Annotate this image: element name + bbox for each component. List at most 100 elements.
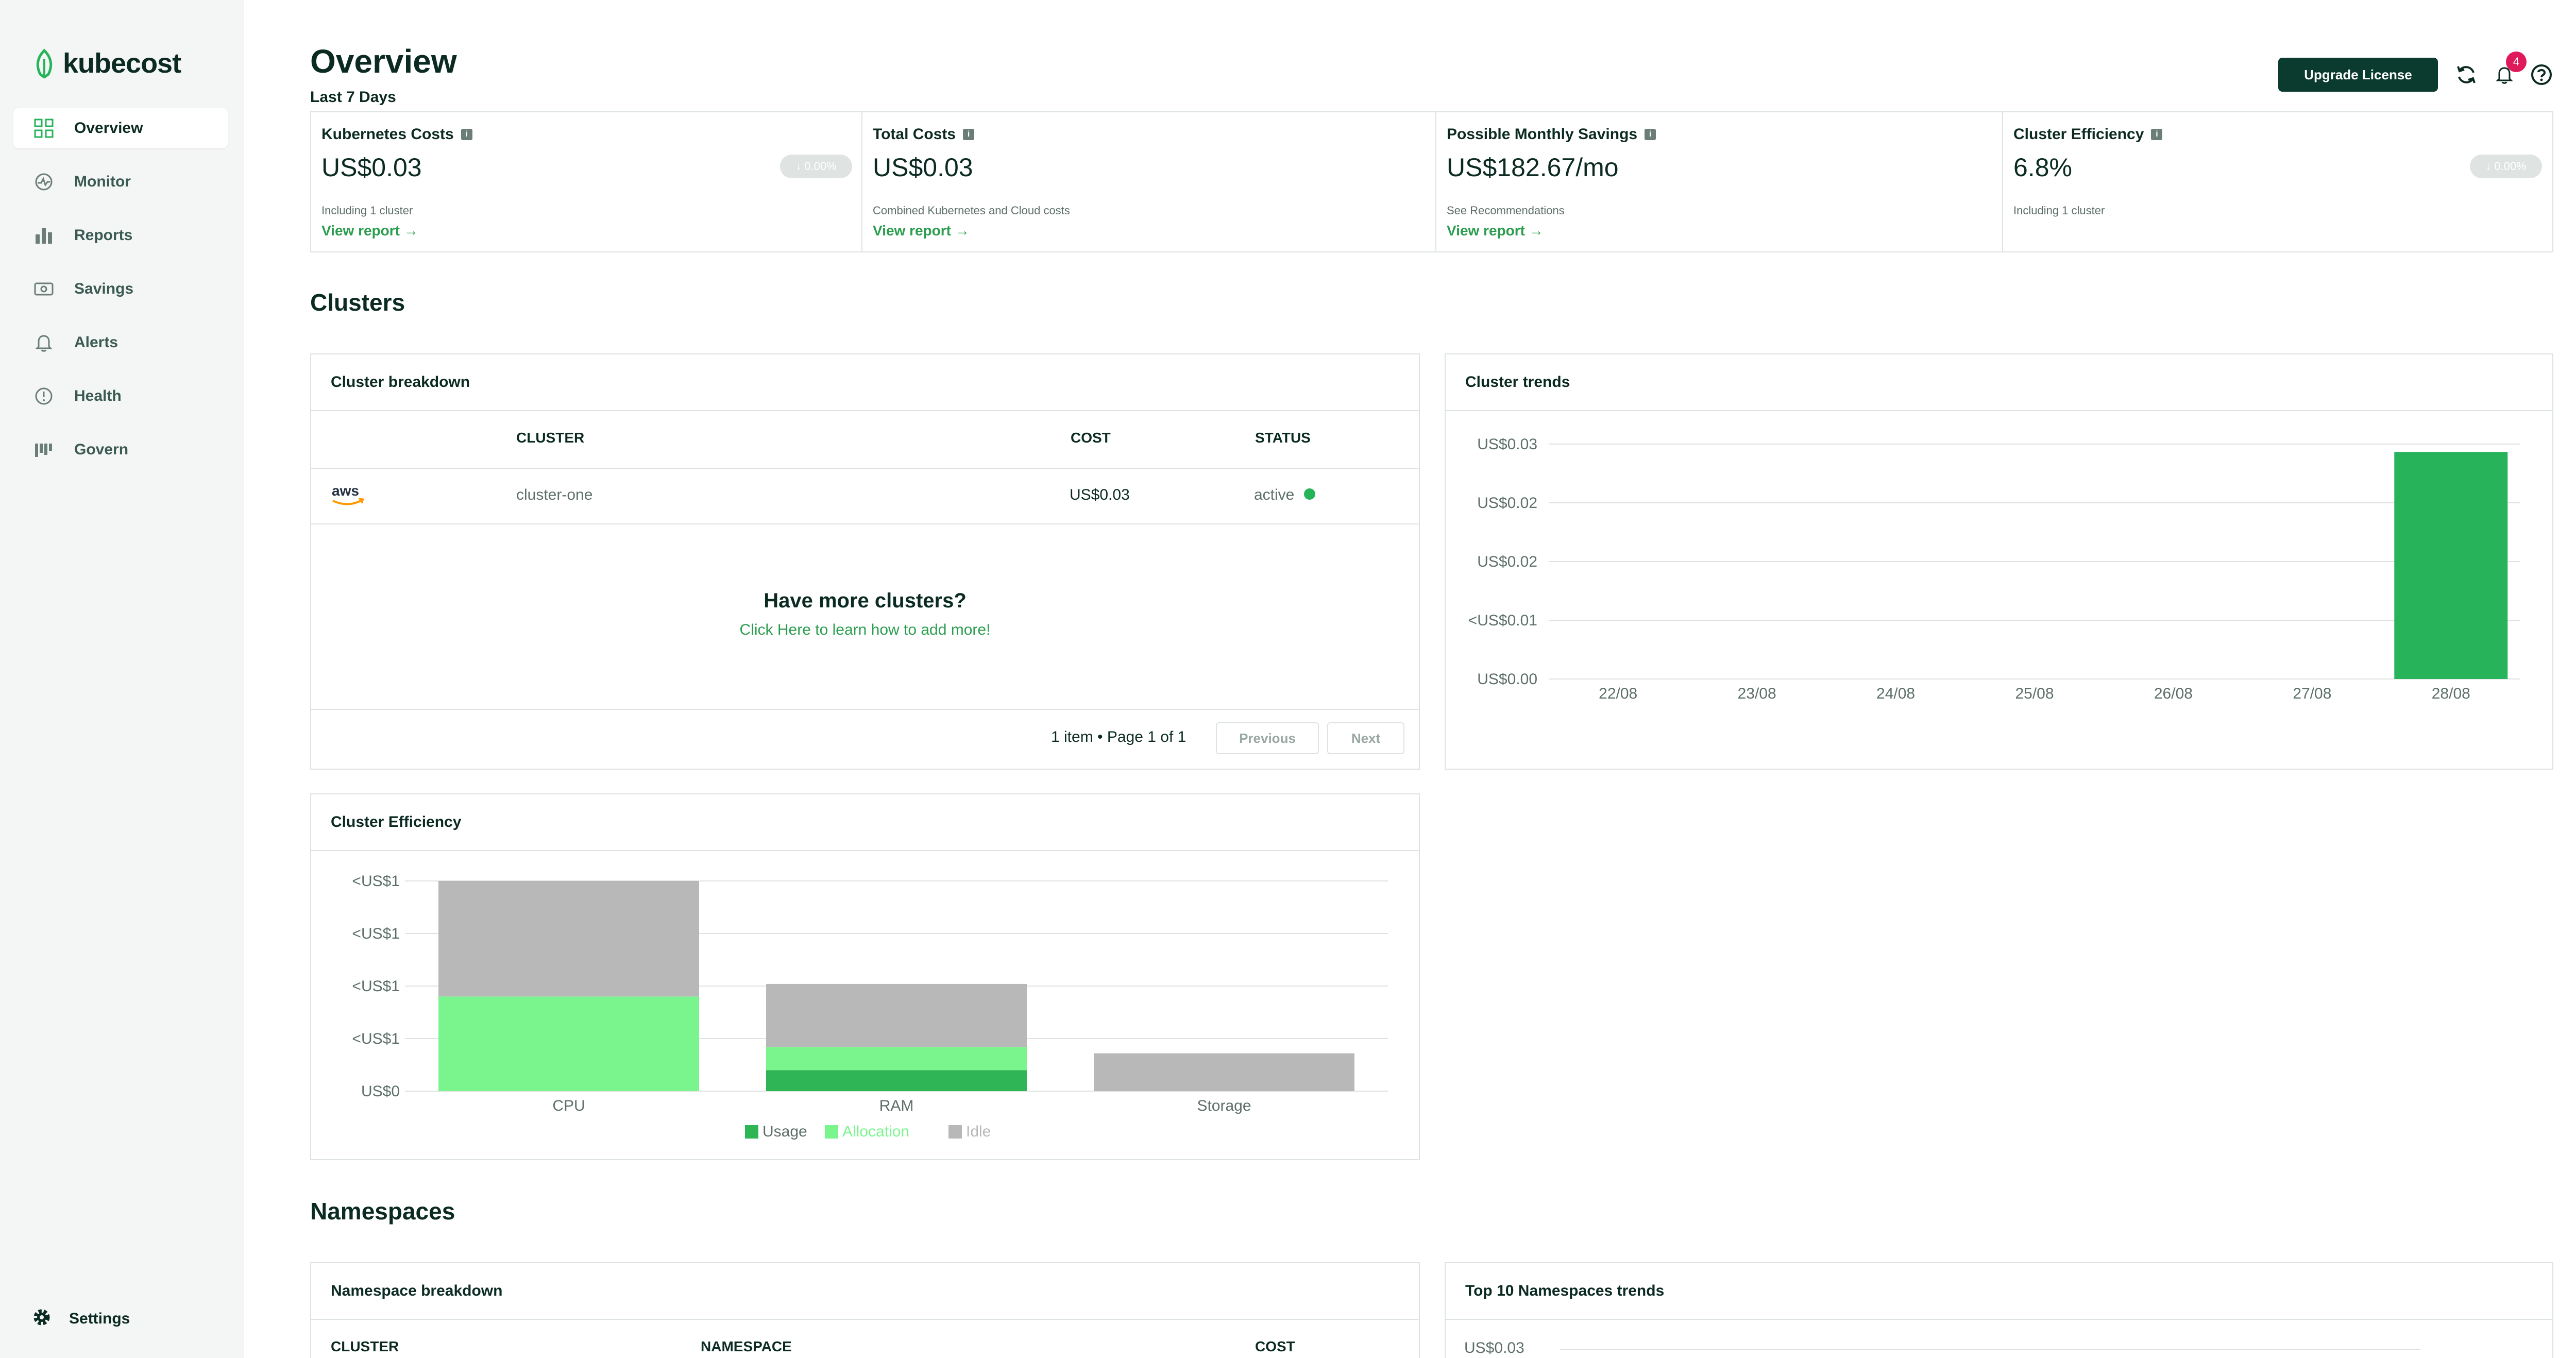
- namespace-trends-panel: Top 10 Namespaces trends US$0.03: [1445, 1262, 2553, 1358]
- view-report-link[interactable]: View report →: [873, 223, 970, 239]
- column-header-cost[interactable]: COST: [1255, 1338, 1295, 1354]
- sidebar-item-label: Monitor: [74, 173, 131, 190]
- monitor-icon: [33, 171, 55, 193]
- y-tick-label: <US$0.01: [1468, 612, 1537, 629]
- kpi-title: Kubernetes Costs: [321, 126, 454, 143]
- x-tick-label: 22/08: [1599, 685, 1637, 702]
- divider: [311, 709, 1419, 710]
- info-icon[interactable]: i: [461, 129, 472, 140]
- info-icon[interactable]: i: [1645, 129, 1656, 140]
- efficiency-bar-allocation: [766, 1047, 1027, 1071]
- refresh-icon[interactable]: [2452, 61, 2480, 89]
- view-report-link[interactable]: View report →: [1447, 223, 1544, 239]
- column-header-status[interactable]: STATUS: [1255, 430, 1311, 446]
- help-icon[interactable]: [2528, 61, 2555, 89]
- y-tick-label: US$0.02: [1477, 495, 1537, 512]
- y-tick-label: US$0.03: [1464, 1339, 1524, 1356]
- column-header-cluster[interactable]: CLUSTER: [331, 1338, 399, 1354]
- y-tick-label: <US$1: [352, 873, 400, 890]
- add-clusters-link[interactable]: Click Here to learn how to add more!: [739, 621, 991, 638]
- previous-page-button[interactable]: Previous: [1216, 722, 1319, 754]
- status-active-dot-icon: [1303, 488, 1315, 500]
- bar-chart-icon: [33, 225, 55, 246]
- y-tick-label: US$0: [361, 1083, 400, 1100]
- trend-bar: [2394, 452, 2508, 679]
- sidebar: kubecost Overview Monitor Reports Saving…: [0, 0, 244, 1358]
- x-tick-label: 25/08: [2015, 685, 2054, 702]
- cluster-status: active: [1254, 486, 1315, 504]
- namespaces-section-title: Namespaces: [310, 1198, 455, 1225]
- kpi-cluster-efficiency: Cluster Efficiency i 6.8% ↓ 0.00% Includi…: [2003, 112, 2552, 251]
- info-icon[interactable]: i: [963, 129, 975, 140]
- change-badge: ↓ 0.00%: [780, 155, 852, 178]
- sidebar-item-govern[interactable]: Govern: [13, 430, 228, 470]
- x-tick-label: 28/08: [2432, 685, 2470, 702]
- sidebar-item-settings[interactable]: Settings: [31, 1306, 130, 1331]
- info-icon[interactable]: i: [2151, 129, 2163, 140]
- kpi-summary-row: Kubernetes Costs i US$0.03 ↓ 0.00% Includ…: [310, 111, 2553, 252]
- page-title: Overview: [310, 43, 457, 80]
- y-tick-label: US$0.03: [1477, 436, 1537, 453]
- divider: [311, 468, 1419, 469]
- sidebar-item-monitor[interactable]: Monitor: [13, 162, 228, 202]
- sidebar-item-label: Health: [74, 387, 122, 404]
- sidebar-item-reports[interactable]: Reports: [13, 215, 228, 256]
- efficiency-bar-idle: [1094, 1053, 1354, 1091]
- alert-circle-icon: [33, 385, 55, 407]
- money-icon: [33, 278, 55, 300]
- x-tick-label: Storage: [1197, 1097, 1251, 1114]
- x-tick-label: 27/08: [2293, 685, 2331, 702]
- sidebar-item-health[interactable]: Health: [13, 376, 228, 416]
- sidebar-item-label: Savings: [74, 280, 134, 297]
- y-tick-label: <US$1: [352, 925, 400, 942]
- efficiency-bar-allocation: [438, 996, 699, 1091]
- x-tick-label: CPU: [552, 1097, 585, 1114]
- x-tick-label: 24/08: [1876, 685, 1915, 702]
- table-row[interactable]: aws cluster-one US$0.03 active: [311, 469, 1419, 523]
- efficiency-bar-usage: [766, 1070, 1027, 1091]
- panel-title: Cluster breakdown: [311, 354, 1419, 411]
- sidebar-item-label: Overview: [74, 120, 143, 137]
- govern-icon: [33, 439, 55, 461]
- kpi-kubernetes-costs: Kubernetes Costs i US$0.03 ↓ 0.00% Includ…: [311, 112, 862, 251]
- kpi-title: Total Costs: [873, 126, 956, 143]
- divider: [311, 523, 1419, 524]
- clusters-section-title: Clusters: [310, 289, 405, 316]
- cluster-efficiency-panel: Cluster Efficiency <US$1 <US$1 <US$1 <US$1 U…: [310, 793, 1420, 1160]
- change-badge: ↓ 0.00%: [2470, 155, 2542, 178]
- settings-label: Settings: [69, 1310, 130, 1327]
- y-tick-label: <US$1: [352, 1030, 400, 1047]
- legend-label: Idle: [966, 1123, 991, 1140]
- bell-icon[interactable]: [2490, 61, 2518, 89]
- legend-swatch: [745, 1125, 758, 1139]
- efficiency-bar-idle: [766, 983, 1027, 1047]
- sidebar-item-overview[interactable]: Overview: [13, 108, 228, 148]
- grid-icon: [33, 117, 55, 139]
- cluster-cost: US$0.03: [1070, 486, 1130, 503]
- next-page-button[interactable]: Next: [1327, 722, 1404, 754]
- date-range-label: Last 7 Days: [310, 89, 396, 106]
- column-header-cost[interactable]: COST: [1071, 430, 1111, 446]
- view-report-link[interactable]: View report →: [321, 223, 418, 239]
- cluster-trends-panel: Cluster trends US$0.03 US$0.02 US$0.02 <US$…: [1445, 353, 2553, 770]
- kpi-possible-monthly-savings: Possible Monthly Savings i US$182.67/mo S…: [1436, 112, 2003, 251]
- kubecost-logo[interactable]: kubecost: [33, 47, 181, 79]
- gridline: [1560, 1349, 2420, 1350]
- sidebar-item-savings[interactable]: Savings: [13, 269, 228, 309]
- cluster-name: cluster-one: [516, 486, 593, 503]
- kubecost-leaf-icon: [36, 48, 53, 78]
- column-header-namespace[interactable]: NAMESPACE: [701, 1338, 792, 1354]
- sidebar-item-label: Reports: [74, 227, 133, 244]
- panel-title: Top 10 Namespaces trends: [1446, 1263, 2552, 1320]
- column-header-cluster[interactable]: CLUSTER: [516, 430, 585, 446]
- namespace-breakdown-panel: Namespace breakdown CLUSTER NAMESPACE CO…: [310, 1262, 1420, 1358]
- kpi-title: Cluster Efficiency: [2013, 126, 2144, 143]
- x-tick-label: 23/08: [1738, 685, 1776, 702]
- upgrade-license-button[interactable]: Upgrade License: [2278, 58, 2438, 92]
- sidebar-item-alerts[interactable]: Alerts: [13, 322, 228, 363]
- more-clusters-title: Have more clusters?: [764, 589, 967, 612]
- y-tick-label: US$0.00: [1477, 671, 1537, 688]
- kpi-value: US$0.03: [873, 153, 973, 182]
- kpi-note: See Recommendations: [1447, 204, 1565, 217]
- cluster-trends-chart: US$0.03 US$0.02 US$0.02 <US$0.01 US$0.00 22/0…: [1468, 436, 2520, 702]
